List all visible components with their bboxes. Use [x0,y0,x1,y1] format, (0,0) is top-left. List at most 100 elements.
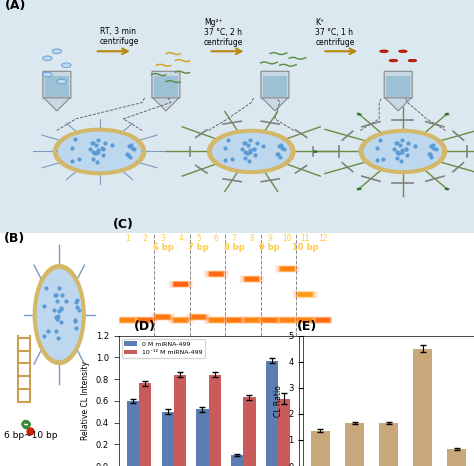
FancyBboxPatch shape [118,317,137,323]
Text: 9: 9 [267,234,272,243]
FancyBboxPatch shape [316,318,330,322]
FancyBboxPatch shape [278,317,297,323]
FancyBboxPatch shape [207,317,226,323]
Text: 12: 12 [318,234,328,243]
FancyBboxPatch shape [245,277,259,281]
Text: 6 bp~10 bp: 6 bp~10 bp [4,431,57,440]
Y-axis label: Relative CL Intensity: Relative CL Intensity [81,361,90,440]
Ellipse shape [389,59,398,62]
Text: RT, 3 min
centrifuge: RT, 3 min centrifuge [100,27,139,46]
Text: 1: 1 [125,234,130,243]
Y-axis label: CL Ratio: CL Ratio [273,385,283,417]
FancyBboxPatch shape [204,316,228,324]
FancyBboxPatch shape [169,316,193,324]
FancyBboxPatch shape [152,71,180,98]
FancyBboxPatch shape [120,318,135,322]
FancyBboxPatch shape [293,291,317,298]
Circle shape [52,49,62,54]
Text: 8 bp: 8 bp [224,243,245,253]
Bar [278,398,291,466]
FancyBboxPatch shape [263,76,287,97]
FancyBboxPatch shape [171,317,190,323]
FancyBboxPatch shape [275,265,300,273]
FancyBboxPatch shape [280,267,294,271]
FancyBboxPatch shape [154,76,178,97]
FancyBboxPatch shape [133,316,157,324]
Circle shape [363,131,443,171]
FancyBboxPatch shape [191,315,206,320]
FancyBboxPatch shape [315,318,331,322]
FancyBboxPatch shape [209,318,223,322]
Text: 11: 11 [301,234,310,243]
Text: 10 bp: 10 bp [292,243,319,253]
FancyBboxPatch shape [240,275,264,283]
Polygon shape [153,98,179,111]
Bar [345,423,364,466]
FancyBboxPatch shape [189,314,208,320]
Bar [196,410,209,466]
Text: (A): (A) [5,0,26,12]
FancyBboxPatch shape [156,315,170,319]
FancyBboxPatch shape [240,316,264,324]
Text: 4: 4 [178,234,183,243]
Text: Mg²⁺
37 °C, 2 h
centrifuge: Mg²⁺ 37 °C, 2 h centrifuge [204,18,243,48]
FancyBboxPatch shape [298,292,312,297]
Bar [266,361,278,466]
Legend: 0 M miRNA-499, 10⁻¹² M miRNA-499: 0 M miRNA-499, 10⁻¹² M miRNA-499 [122,339,205,357]
Bar [231,455,244,466]
Text: (D): (D) [134,320,155,333]
FancyBboxPatch shape [275,316,300,324]
Text: 6: 6 [214,234,219,243]
Bar [127,401,139,466]
Bar [447,449,466,466]
FancyBboxPatch shape [224,317,244,323]
Bar [244,397,255,466]
FancyBboxPatch shape [173,318,188,322]
Bar [413,349,432,466]
FancyBboxPatch shape [207,271,226,277]
FancyBboxPatch shape [151,313,175,321]
FancyBboxPatch shape [169,281,193,288]
FancyBboxPatch shape [227,318,241,322]
FancyBboxPatch shape [153,314,173,320]
FancyBboxPatch shape [226,318,242,322]
FancyBboxPatch shape [136,317,155,323]
FancyBboxPatch shape [209,272,223,276]
FancyBboxPatch shape [295,317,315,323]
Circle shape [43,56,52,61]
Text: 7: 7 [232,234,237,243]
FancyBboxPatch shape [204,270,228,278]
Circle shape [211,131,292,171]
Text: 7 bp: 7 bp [188,243,209,253]
Text: (C): (C) [113,218,134,231]
FancyBboxPatch shape [119,318,135,322]
FancyBboxPatch shape [173,282,189,287]
Bar [173,375,186,466]
FancyBboxPatch shape [209,318,224,322]
FancyBboxPatch shape [280,267,295,271]
FancyBboxPatch shape [262,318,277,322]
FancyBboxPatch shape [298,318,312,322]
FancyBboxPatch shape [43,71,71,98]
Text: 2: 2 [143,234,147,243]
Circle shape [62,63,71,68]
FancyBboxPatch shape [245,318,259,322]
FancyBboxPatch shape [242,276,261,282]
Circle shape [36,268,83,361]
Text: 3: 3 [161,234,165,243]
FancyBboxPatch shape [384,71,412,98]
Bar [379,423,398,466]
Text: 8: 8 [249,234,254,243]
FancyBboxPatch shape [209,272,224,276]
Text: 6 bp: 6 bp [153,243,173,253]
FancyBboxPatch shape [45,76,69,97]
Text: (B): (B) [4,233,25,245]
Ellipse shape [399,50,407,53]
FancyBboxPatch shape [297,318,313,322]
FancyBboxPatch shape [261,71,289,98]
Circle shape [43,72,52,77]
FancyBboxPatch shape [311,316,335,324]
FancyBboxPatch shape [173,318,189,322]
Polygon shape [262,98,288,111]
FancyBboxPatch shape [293,316,317,324]
